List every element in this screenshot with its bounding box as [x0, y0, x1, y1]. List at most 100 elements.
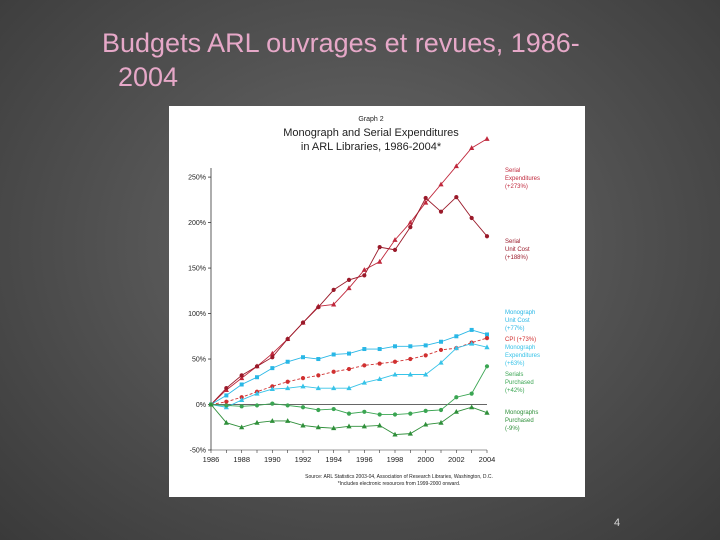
data-point	[469, 404, 475, 410]
data-point	[300, 383, 306, 389]
data-point	[254, 403, 260, 408]
data-point	[285, 418, 291, 423]
data-point	[469, 145, 475, 150]
data-point	[377, 245, 382, 250]
y-tick-label: 250%	[188, 175, 206, 182]
series-label: (+273%)	[505, 184, 528, 190]
data-point	[346, 411, 352, 416]
data-point	[269, 350, 275, 356]
data-point	[346, 277, 352, 282]
series-label: (-9%)	[505, 426, 520, 432]
data-point	[239, 424, 245, 430]
data-point	[408, 411, 413, 416]
data-point	[285, 379, 290, 384]
data-point	[392, 412, 398, 417]
x-tick-label: 1992	[295, 455, 312, 464]
data-point	[300, 320, 306, 325]
x-tick-label: 1998	[387, 455, 404, 464]
data-point	[285, 336, 290, 342]
series-label: Serial	[505, 168, 520, 174]
data-point	[485, 332, 489, 337]
data-point	[269, 386, 275, 392]
data-point	[423, 343, 428, 348]
data-point	[346, 285, 352, 291]
data-point	[454, 395, 459, 400]
data-point	[377, 361, 382, 366]
series-label: (+42%)	[505, 388, 525, 394]
data-point	[346, 385, 352, 391]
data-point	[254, 364, 260, 369]
data-point	[423, 199, 429, 205]
data-point	[361, 267, 367, 272]
data-point	[301, 355, 305, 360]
series-label: Purchased	[505, 418, 534, 424]
series-line	[210, 196, 488, 405]
y-tick-label: 100%	[188, 311, 206, 318]
data-point	[300, 405, 306, 410]
data-point	[269, 418, 275, 423]
data-point	[224, 399, 229, 404]
data-point	[439, 339, 443, 344]
x-tick-label: 1986	[203, 455, 220, 464]
y-tick-label: 0%	[196, 402, 206, 409]
data-point	[392, 431, 398, 437]
data-point	[453, 345, 459, 351]
data-point	[438, 209, 444, 214]
data-point	[285, 403, 290, 408]
series-line	[210, 366, 488, 415]
series-label: CPI (+73%)	[505, 337, 536, 343]
data-point	[239, 382, 244, 387]
data-point	[407, 430, 413, 436]
data-point	[346, 423, 352, 429]
series-label: Purchased	[505, 380, 534, 386]
data-point	[408, 356, 413, 362]
data-point	[377, 347, 382, 352]
x-tick-label: 1996	[356, 455, 373, 464]
data-point	[270, 355, 275, 360]
data-point	[438, 419, 444, 425]
data-point	[393, 344, 397, 349]
chart-svg: Graph 2 Monograph and Serial Expenditure…	[188, 116, 540, 487]
slide-title-line-1: Budgets ARL ouvrages et revues, 1986-	[102, 28, 580, 58]
data-point	[453, 408, 459, 414]
x-tick-label: 1994	[325, 455, 342, 464]
series-label: Unit Cost	[505, 247, 530, 253]
data-point	[315, 424, 321, 430]
data-point	[239, 373, 244, 378]
data-point	[407, 219, 413, 225]
data-point	[453, 163, 459, 169]
data-point	[347, 351, 351, 356]
data-point	[454, 334, 459, 339]
data-point	[469, 340, 475, 346]
data-point	[484, 234, 490, 239]
data-point	[224, 386, 229, 391]
series-line	[210, 138, 488, 405]
data-point	[438, 407, 444, 413]
data-point	[316, 357, 321, 362]
data-point	[484, 336, 490, 341]
data-point	[224, 393, 229, 398]
series-label: Expenditures	[505, 353, 540, 359]
data-point	[408, 344, 413, 349]
data-point	[331, 287, 336, 292]
series-label: Expenditures	[505, 176, 540, 182]
data-point	[484, 409, 490, 415]
data-point	[254, 390, 260, 396]
series-label: (+63%)	[505, 361, 525, 367]
data-point	[239, 375, 245, 381]
source-note-line-2: *Includes electronic resources from 1999…	[338, 481, 461, 487]
data-point	[331, 385, 337, 391]
page-number: 4	[614, 517, 621, 529]
data-point	[316, 373, 321, 378]
data-point	[377, 376, 383, 382]
data-point	[423, 408, 428, 413]
data-point	[484, 344, 490, 350]
data-point	[300, 422, 306, 428]
data-point	[423, 353, 428, 358]
chart-figure: Graph 2 Monograph and Serial Expenditure…	[169, 106, 585, 497]
data-point	[361, 379, 367, 385]
data-point	[270, 401, 275, 406]
data-point	[331, 425, 337, 431]
data-point	[423, 371, 429, 377]
data-point	[392, 371, 398, 377]
